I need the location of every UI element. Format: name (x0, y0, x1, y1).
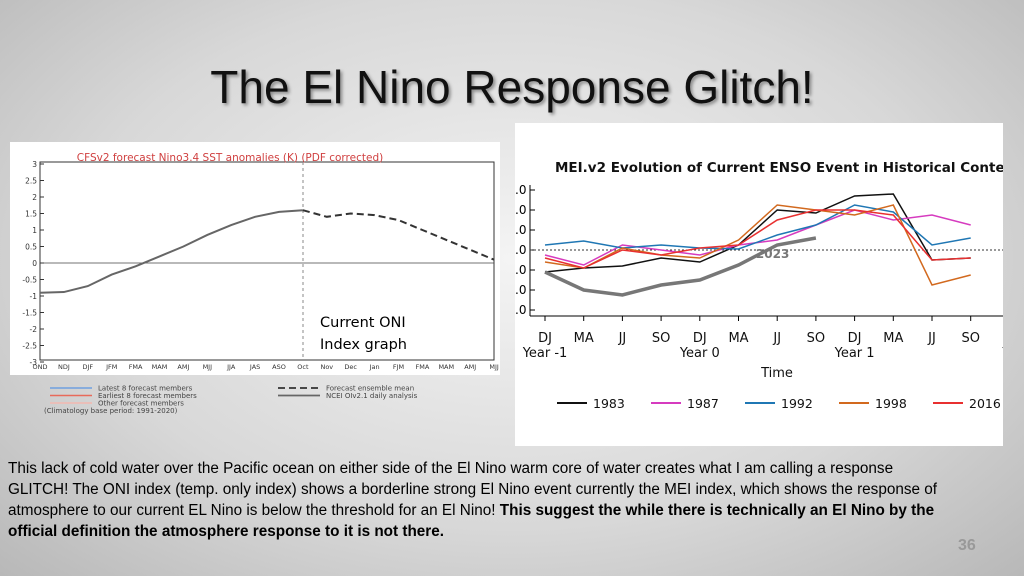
y-tick-label: 3 (32, 160, 37, 169)
page-number: 36 (958, 537, 976, 554)
legend-label: Forecast ensemble mean (326, 385, 414, 393)
x-tick-label: Oct (297, 363, 309, 371)
x-tick-label: AMJ (177, 363, 189, 371)
x-tick-label: DJF (82, 363, 93, 371)
y-tick-label: 0.5 (25, 243, 37, 252)
x-tick-label: MJJ (489, 363, 499, 371)
x-tick-label: JFM (105, 363, 117, 371)
x-tick-label: DJ (848, 331, 862, 346)
x-tick-label: FMA (129, 363, 143, 371)
right-chart: .0 .0 .0 .0 .0 .0 .0 DJ MA JJ SO DJ MA JJ SO DJ MA JJ SO Ye… (515, 183, 1016, 411)
body-text: This lack of cold water over the Pacific… (8, 458, 938, 542)
series-line (544, 236, 817, 297)
y-tick-label: -1 (30, 292, 38, 301)
x-tick-label: Jan (369, 363, 380, 371)
left-frame (39, 161, 495, 361)
slide-title: The El Nino Response Glitch! (210, 61, 814, 113)
x-tick-label: JJA (226, 363, 236, 371)
y-tick-label: -3 (30, 358, 38, 367)
left-title: CFSv2 forecast Nino3.4 SST anomalies (K)… (77, 152, 383, 164)
x-tick-label: AMJ (464, 363, 476, 371)
x-tick-label: DJ (538, 331, 552, 346)
x-tick-label: FJM (393, 363, 404, 371)
x-tick-label: JJ (772, 331, 781, 346)
legend-label: Earliest 8 forecast members (98, 392, 197, 400)
right-title: MEI.v2 Evolution of Current ENSO Event i… (555, 160, 1020, 176)
y-tick-label: .0 (515, 263, 526, 277)
y-tick-label: 0 (32, 259, 37, 268)
x-tick-label: SO (961, 331, 979, 346)
right-panel: MEI.v2 Evolution of Current ENSO Event i… (515, 123, 1020, 446)
x-tick-label: OND (33, 363, 48, 371)
x-tick-label: Dec (344, 363, 357, 371)
legend-label: Latest 8 forecast members (98, 385, 193, 393)
y-tick-label: -1.5 (22, 309, 37, 318)
x-tick-label: ASO (272, 363, 286, 371)
year-label: Year 0 (679, 346, 720, 361)
legend-label: 1998 (875, 396, 907, 411)
series-line (544, 209, 971, 269)
y-tick-label: .0 (515, 243, 526, 257)
x-tick-label: SO (807, 331, 825, 346)
y-tick-label: -2.5 (22, 342, 37, 351)
y-tick-label: -2 (30, 325, 38, 334)
x-tick-label: MJJ (203, 363, 213, 371)
x-tick-label: FMA (416, 363, 430, 371)
legend-label: 2016 (969, 396, 1001, 411)
series-label: 2023 (756, 247, 789, 261)
x-axis-title: Time (760, 366, 793, 381)
x-tick-label: MA (883, 331, 903, 346)
body-bold: This suggest the while there is technica… (8, 502, 935, 540)
y-tick-label: -0.5 (22, 276, 37, 285)
year-label: Year 1 (834, 346, 875, 361)
x-tick-label: JJ (618, 331, 627, 346)
y-tick-label: .0 (515, 303, 526, 317)
legend-label: 1987 (687, 396, 719, 411)
x-tick-label: DJ (693, 331, 707, 346)
series-line (544, 193, 971, 273)
x-tick-label: NDJ (58, 363, 70, 371)
y-tick-label: .0 (515, 203, 526, 217)
legend-label: Other forecast members (98, 400, 184, 408)
y-tick-label: 1.5 (25, 210, 37, 219)
series-line (302, 209, 495, 261)
legend-label: NCEI OIv2.1 daily analysis (326, 392, 418, 400)
annotation: Current ONI (320, 315, 406, 331)
body: This lack of cold water over the Pacific… (8, 460, 938, 519)
left-panel (10, 142, 500, 375)
annotation: Index graph (320, 337, 407, 353)
y-tick-label: .0 (515, 183, 526, 197)
right-panel-bg (515, 123, 1003, 446)
y-tick-label: .0 (515, 223, 526, 237)
note: (Climatology base period: 1991-2020) (44, 407, 178, 415)
y-tick-label: 2 (32, 193, 37, 202)
year-label: Year -1 (522, 346, 568, 361)
x-tick-label: MAM (152, 363, 168, 371)
x-tick-label: MA (574, 331, 594, 346)
year-label: Ye (1001, 346, 1016, 361)
x-tick-label: MA (728, 331, 748, 346)
legend-label: 1992 (781, 396, 813, 411)
x-tick-label: JAS (249, 363, 260, 371)
x-tick-label: Nov (320, 363, 333, 371)
x-tick-label: JJ (927, 331, 936, 346)
series-line (39, 209, 303, 294)
y-tick-label: 2.5 (25, 177, 37, 186)
series-line (544, 204, 971, 286)
legend-label: 1983 (593, 396, 625, 411)
y-tick-label: 1 (32, 226, 37, 235)
y-tick-label: .0 (515, 283, 526, 297)
x-tick-label: MAM (438, 363, 454, 371)
x-tick-label: SO (652, 331, 670, 346)
